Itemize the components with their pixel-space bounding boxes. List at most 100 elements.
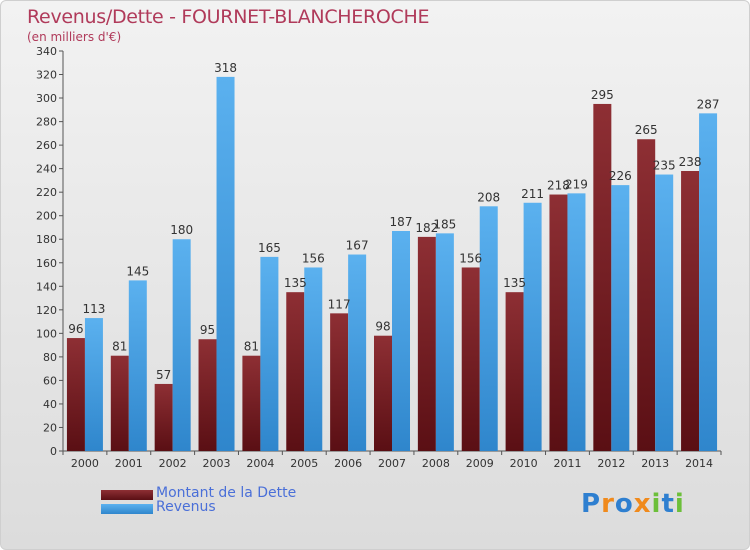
data-label: 226: [609, 169, 632, 183]
bar-revenus: [216, 76, 235, 451]
data-label: 219: [565, 177, 588, 191]
y-tick-label: 100: [36, 327, 57, 340]
data-label: 145: [126, 264, 149, 278]
bar-dette: [549, 194, 568, 451]
y-tick-label: 200: [36, 210, 57, 223]
logo-letter: i: [651, 489, 662, 519]
x-tick-label: 2003: [203, 457, 231, 470]
data-label: 81: [244, 340, 259, 354]
data-label: 208: [477, 190, 500, 204]
y-tick-label: 320: [36, 69, 57, 82]
bar-revenus: [479, 206, 498, 451]
data-label: 295: [591, 88, 614, 102]
bar-revenus: [611, 185, 630, 451]
data-label: 187: [390, 215, 413, 229]
x-tick-label: 2012: [597, 457, 625, 470]
data-label: 287: [697, 97, 720, 111]
x-tick-label: 2002: [159, 457, 187, 470]
x-tick-label: 2011: [553, 457, 581, 470]
data-label: 95: [200, 323, 215, 337]
bar-dette: [198, 339, 217, 451]
y-tick-label: 260: [36, 139, 57, 152]
x-tick-label: 2014: [685, 457, 713, 470]
bar-dette: [242, 355, 261, 451]
logo-letter: r: [601, 489, 615, 519]
logo-letter: t: [661, 489, 675, 519]
bars: [66, 76, 718, 452]
proxiti-logo: Proxiti: [581, 489, 685, 519]
bar-revenus: [699, 113, 718, 452]
data-label: 238: [679, 155, 702, 169]
data-labels: 96 113 81 145 57 180 95 318 81 165 135 156 117 167 98 1…: [68, 61, 719, 382]
y-tick-label: 140: [36, 280, 57, 293]
bar-dette: [637, 139, 656, 451]
legend-label-revenus: Revenus: [156, 499, 216, 515]
legend-label-debt: Montant de la Dette: [156, 485, 297, 501]
bar-revenus: [84, 318, 103, 451]
legend-swatch-revenus: [101, 504, 153, 514]
y-tick-label: 280: [36, 116, 57, 129]
bar-revenus: [435, 233, 454, 451]
x-tick-label: 2010: [510, 457, 538, 470]
data-label: 185: [433, 217, 456, 231]
bar-revenus: [348, 254, 367, 451]
bar-dette: [681, 171, 700, 451]
data-label: 135: [284, 276, 307, 290]
data-label: 165: [258, 241, 281, 255]
y-tick-label: 220: [36, 186, 57, 199]
bar-revenus: [655, 174, 674, 451]
logo-letter: o: [614, 489, 634, 519]
bar-dette: [110, 355, 129, 451]
y-tick-label: 240: [36, 163, 57, 176]
data-label: 57: [156, 368, 171, 382]
bar-dette: [154, 383, 173, 451]
data-label: 265: [635, 123, 658, 137]
x-tick-label: 2009: [466, 457, 494, 470]
data-label: 218: [547, 179, 570, 193]
data-label: 235: [653, 159, 676, 173]
bar-dette: [286, 292, 305, 451]
x-tick-label: 2001: [115, 457, 143, 470]
data-label: 156: [459, 251, 482, 265]
logo-letter: i: [674, 489, 685, 519]
bar-revenus: [567, 193, 586, 451]
data-label: 156: [302, 251, 325, 265]
bar-dette: [505, 292, 524, 451]
chart-subtitle: (en milliers d'€): [27, 30, 122, 44]
bar-dette: [417, 236, 436, 451]
bar-dette: [593, 103, 612, 452]
y-tick-label: 0: [50, 445, 57, 458]
x-tick-label: 2006: [334, 457, 362, 470]
y-tick-label: 60: [43, 374, 57, 387]
data-label: 182: [415, 221, 438, 235]
data-label: 81: [112, 340, 127, 354]
chart-title: Revenus/Dette - FOURNET-BLANCHEROCHE: [27, 6, 430, 28]
y-tick-label: 40: [43, 398, 57, 411]
y-tick-label: 180: [36, 233, 57, 246]
y-tick-label: 120: [36, 304, 57, 317]
bar-revenus: [128, 280, 147, 451]
bar-dette: [461, 267, 480, 451]
x-tick-label: 2000: [71, 457, 99, 470]
y-tick-label: 20: [43, 421, 57, 434]
y-tick-label: 340: [36, 45, 57, 58]
bar-dette: [330, 313, 349, 451]
data-label: 211: [521, 187, 544, 201]
data-label: 135: [503, 276, 526, 290]
bar-revenus: [523, 202, 542, 451]
data-label: 98: [375, 320, 390, 334]
data-label: 180: [170, 223, 193, 237]
bar-dette: [66, 338, 85, 451]
bar-revenus: [172, 239, 191, 451]
x-tick-label: 2008: [422, 457, 450, 470]
logo-letter: x: [633, 489, 652, 519]
y-tick-label: 160: [36, 257, 57, 270]
x-tick-label: 2007: [378, 457, 406, 470]
data-label: 96: [68, 322, 83, 336]
bar-revenus: [392, 231, 410, 451]
data-label: 318: [214, 61, 237, 75]
bar-revenus: [260, 256, 279, 451]
legend-swatch-debt: [101, 490, 153, 500]
